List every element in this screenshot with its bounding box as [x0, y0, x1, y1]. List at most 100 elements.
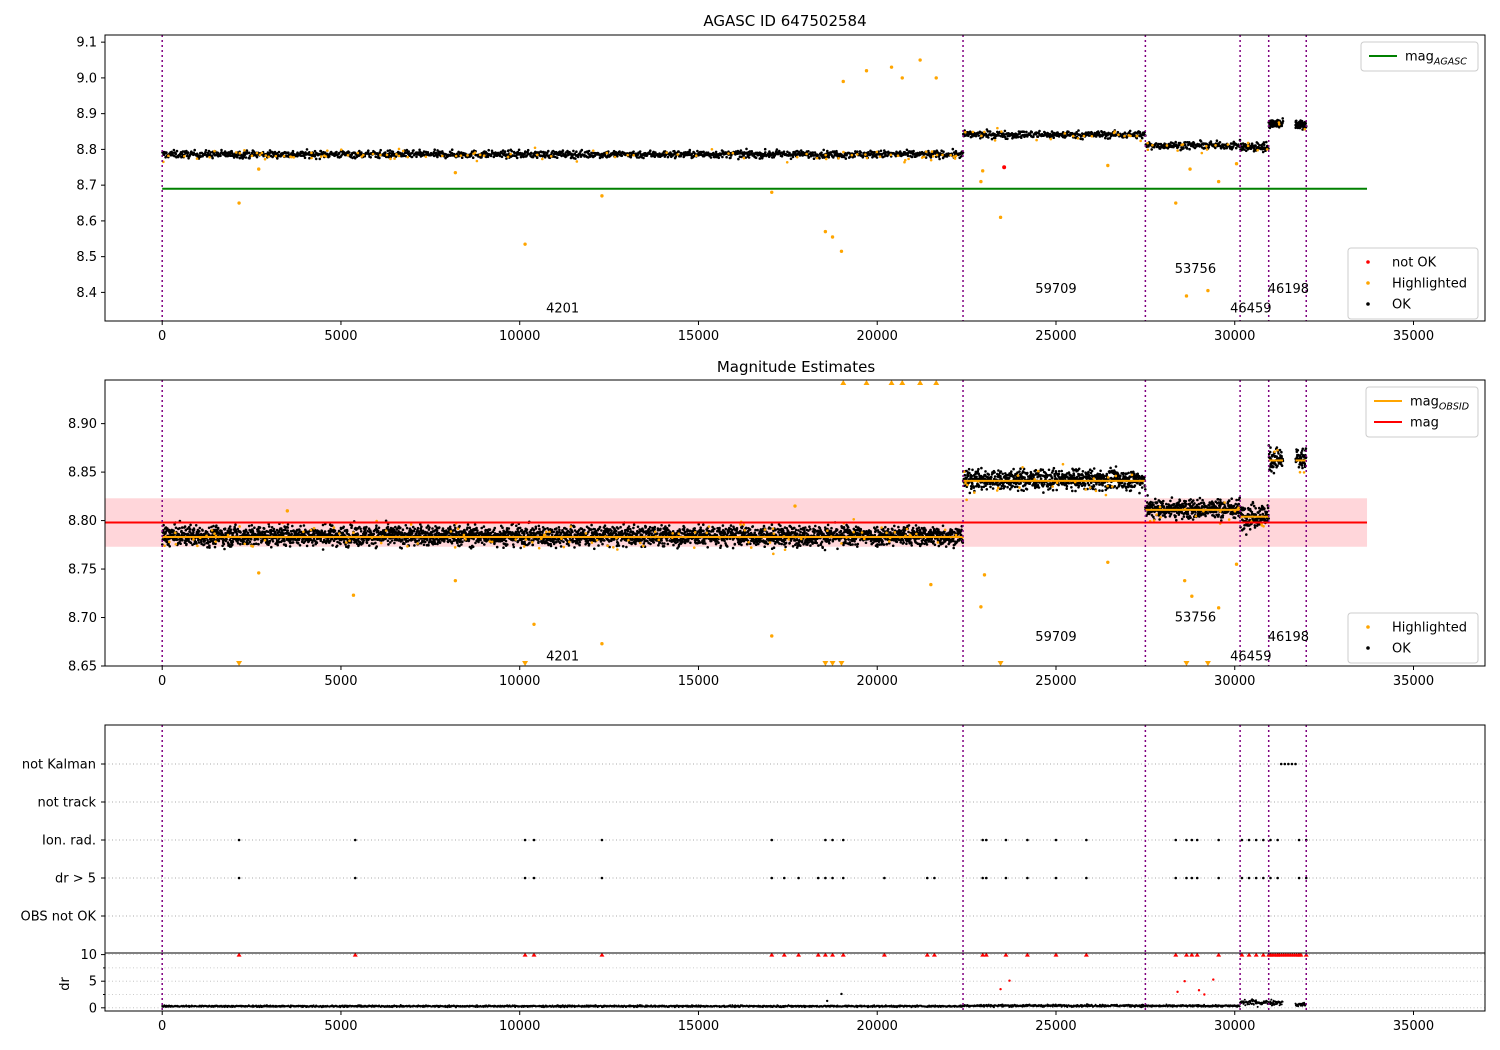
highlighted-point: [1018, 486, 1021, 489]
flag-point: [831, 876, 834, 880]
p1-ok-points: [1294, 119, 1308, 131]
highlighted-point: [875, 150, 879, 154]
p2-x-tick-label: 5000: [324, 674, 357, 689]
highlighted-point: [337, 532, 341, 535]
highlighted-point: [1265, 148, 1269, 151]
highlighted-point: [653, 530, 657, 534]
highlighted-point: [345, 541, 348, 544]
highlighted-point: [1152, 519, 1156, 522]
highlighted-point: [1092, 477, 1096, 480]
flag-label: Ion. rad.: [42, 834, 96, 849]
p1-y-tick-label: 9.1: [76, 36, 97, 51]
highlighted-point: [167, 154, 170, 158]
p1-ok-points: [161, 147, 965, 161]
highlighted-point: [1114, 474, 1118, 478]
highlighted-point: [1159, 515, 1162, 519]
highlighted-point: [998, 215, 1003, 220]
highlighted-point: [1194, 514, 1198, 518]
highlighted-point: [406, 545, 409, 548]
highlighted-point: [980, 169, 985, 173]
flag-point: [933, 876, 936, 880]
highlighted-point: [889, 153, 893, 157]
highlighted-point: [1246, 144, 1250, 148]
highlighted-point: [1256, 148, 1259, 152]
highlighted-point: [1106, 163, 1110, 168]
highlighted-point: [1123, 134, 1126, 138]
highlighted-point: [639, 541, 642, 545]
flag-point: [824, 838, 827, 842]
highlighted-point: [454, 154, 458, 158]
p2-y-tick-label: 8.80: [68, 514, 97, 529]
magnitude-estimates-plot: Magnitude Estimates 4201 59709 53756 46459 46…: [68, 358, 1486, 689]
highlighted-point: [1216, 179, 1221, 184]
highlighted-point: [600, 642, 604, 646]
flag-point: [1085, 876, 1088, 880]
highlighted-point: [934, 76, 938, 80]
highlighted-point: [1200, 151, 1204, 155]
highlighted-point: [983, 130, 986, 134]
highlighted-point: [441, 154, 444, 158]
flag-point: [1287, 762, 1290, 766]
highlighted-point: [1234, 162, 1239, 166]
flag-point: [1294, 762, 1297, 766]
highlighted-point: [1000, 130, 1003, 133]
highlighted-point: [949, 153, 952, 157]
highlighted-point: [1302, 471, 1306, 474]
flag-point: [1247, 838, 1251, 842]
p1-bottom-legend-label: not OK: [1392, 256, 1437, 271]
highlighted-point: [1246, 141, 1250, 145]
highlighted-point: [532, 622, 536, 627]
p2-x-tick-label: 0: [158, 674, 166, 689]
dr-clipped-marker: [769, 952, 775, 957]
highlighted-point: [727, 152, 730, 155]
highlighted-point: [379, 153, 382, 157]
p1-x-tick-label: 15000: [678, 329, 719, 344]
dr-axis-label: dr: [58, 977, 73, 991]
highlighted-point: [1273, 450, 1276, 453]
p2-y-tick-label: 8.85: [68, 466, 97, 481]
highlighted-point: [864, 69, 869, 73]
flag-point: [1174, 838, 1178, 842]
p1-y-tick-label: 8.4: [76, 286, 97, 301]
highlighted-point: [475, 159, 479, 163]
highlighted-point: [908, 533, 912, 537]
highlighted-point: [1165, 144, 1169, 147]
dr-clipped-marker: [881, 952, 887, 957]
flag-point: [1297, 876, 1301, 880]
highlighted-point: [1214, 143, 1217, 147]
p2-ok-points: [961, 465, 1147, 495]
highlighted-point: [1206, 288, 1210, 293]
highlighted-point: [929, 158, 933, 162]
highlighted-point: [536, 153, 539, 157]
flag-point: [797, 876, 800, 880]
highlighted-point: [931, 155, 935, 158]
highlighted-point: [522, 545, 526, 548]
highlighted-point: [1234, 562, 1239, 566]
highlighted-point: [537, 546, 541, 550]
dr-clipped-marker: [1260, 952, 1266, 957]
highlighted-point: [815, 156, 819, 160]
highlighted-point: [575, 160, 579, 163]
highlighted-point: [865, 156, 869, 160]
flag-point: [1185, 838, 1188, 842]
highlighted-point: [863, 537, 866, 541]
p2-obsid-label: 53756: [1175, 611, 1216, 626]
highlighted-point: [312, 526, 316, 530]
flag-point: [1269, 838, 1272, 842]
p2-y-tick-label: 8.65: [68, 660, 97, 675]
highlighted-point: [255, 151, 259, 155]
highlighted-point: [885, 531, 888, 535]
clipped-point-marker: [917, 380, 924, 385]
flag-point: [1004, 876, 1008, 880]
p1-bottom-legend-marker: [1366, 260, 1370, 264]
highlighted-point: [1227, 518, 1231, 521]
flag-point: [237, 838, 241, 842]
clipped-point-marker: [1204, 661, 1211, 666]
highlighted-point: [478, 153, 482, 157]
highlighted-point: [339, 148, 343, 151]
highlighted-point: [1205, 148, 1209, 151]
highlighted-point: [665, 151, 668, 154]
highlighted-point: [966, 483, 969, 487]
highlighted-point: [973, 491, 976, 494]
highlighted-point: [1106, 560, 1110, 564]
